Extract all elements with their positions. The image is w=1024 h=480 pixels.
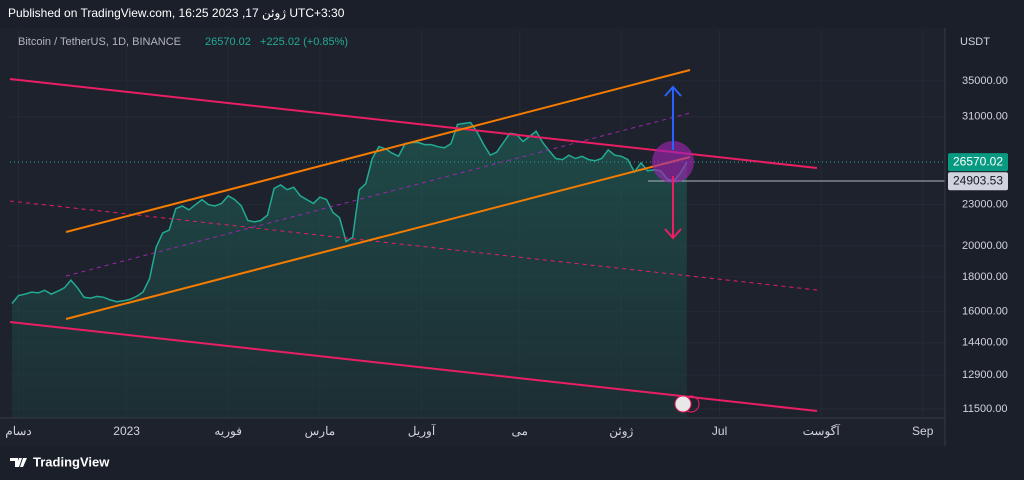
published: Published on TradingView.com, 16:25 2023… [8, 6, 345, 20]
y-tick-label: 16000.00 [962, 306, 1008, 318]
price-line [11, 121, 688, 304]
y-tick-label: 35000.00 [962, 75, 1008, 87]
channel-line [65, 156, 691, 320]
currency: USDT [960, 36, 990, 48]
logo: TradingView [10, 454, 110, 469]
y-tick-label: 14400.00 [962, 337, 1008, 349]
price-tag-label: 26570.02 [953, 154, 1003, 168]
x-tick-label: آوریل [408, 423, 436, 438]
x-tick-label: دسام [5, 424, 31, 438]
change: +225.02 (+0.85%) [260, 36, 348, 48]
symbol: Bitcoin / TetherUS, 1D, BINANCE [18, 36, 181, 48]
y-tick-label: 18000.00 [962, 271, 1008, 283]
price-tag [948, 153, 1008, 172]
brand: TradingView [33, 454, 110, 469]
event-icon[interactable] [674, 395, 692, 413]
x-tick-label: ژوئن [609, 424, 633, 438]
x-tick-label: مارس [305, 424, 336, 438]
drawings [9, 69, 945, 413]
highlight-circle [652, 141, 694, 183]
y-tick-label: 20000.00 [962, 240, 1008, 252]
area-fill [11, 122, 687, 418]
x-tick-label: می [512, 424, 528, 438]
channel-mid [65, 112, 691, 277]
y-tick-label: 23000.00 [962, 199, 1008, 211]
last-price: 26570.02 [205, 36, 251, 48]
arrow-down [664, 176, 682, 240]
x-tick-label: 2023 [113, 424, 140, 438]
x-tick-label: آگوست [803, 423, 841, 438]
x-tick-label: Jul [712, 424, 727, 438]
price-tag [948, 172, 1008, 191]
logo-mark [10, 458, 27, 467]
arrow-up [664, 85, 682, 150]
y-tick-label: 31000.00 [962, 111, 1008, 123]
channel-line [65, 69, 691, 233]
y-tick-label: 11500.00 [962, 403, 1007, 415]
x-tick-label: Sep [912, 424, 934, 438]
x-tick-label: فوریه [214, 424, 242, 438]
price-tag-label: 24903.53 [953, 173, 1003, 187]
y-tick-label: 12900.00 [962, 369, 1008, 381]
